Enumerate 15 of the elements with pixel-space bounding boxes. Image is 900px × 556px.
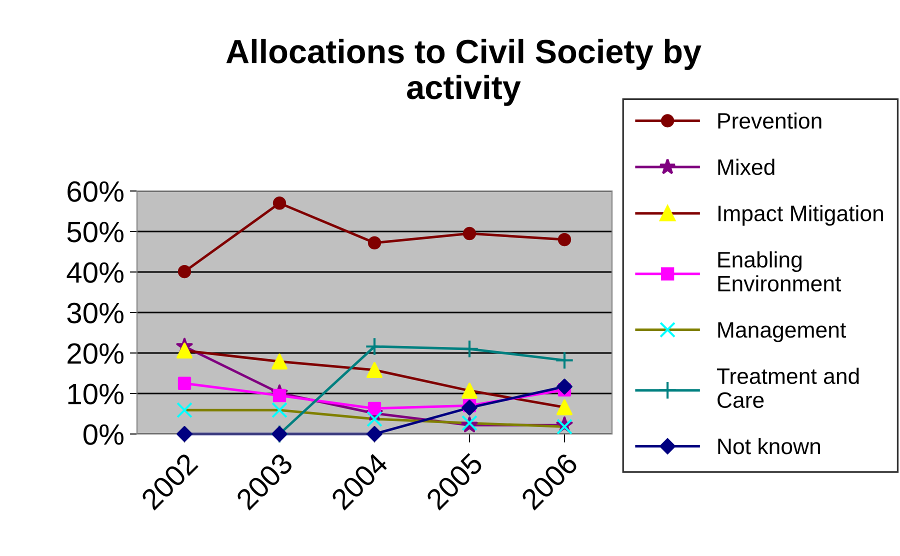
- y-tick-label: 50%: [67, 222, 124, 242]
- legend-label: Impact Mitigation: [718, 204, 883, 226]
- legend-label: Management: [718, 322, 846, 342]
- y-tick-label: 30%: [67, 302, 124, 324]
- y-tick-label: 10%: [68, 384, 124, 404]
- y-tick-label: 0%: [83, 424, 124, 445]
- legend-label: Enabling Environment: [718, 251, 842, 292]
- legend-label: Not known: [718, 438, 820, 454]
- legend-label: Treatment and Care: [716, 368, 859, 408]
- y-tick-label: 20%: [68, 343, 124, 364]
- chart-title: Allocations to Civil Society by activity: [226, 38, 702, 106]
- legend-label: Prevention: [718, 112, 822, 129]
- legend-label: Mixed: [718, 158, 774, 176]
- y-tick-label: 40%: [66, 262, 124, 283]
- y-tick-label: 60%: [68, 181, 124, 202]
